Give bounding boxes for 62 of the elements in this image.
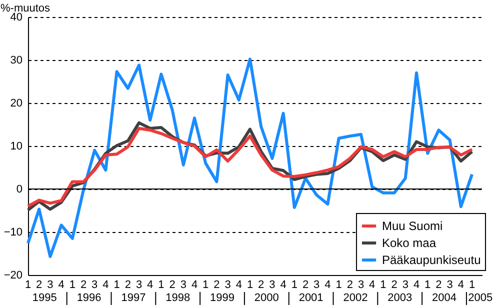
x-tick-label: 3 (358, 279, 364, 291)
x-tick-label: 4 (58, 279, 64, 291)
y-tick-label: 30 (10, 54, 22, 66)
x-tick-label: 2 (36, 279, 42, 291)
text: 1999 (210, 292, 234, 304)
legend-label: Muu Suomi (382, 219, 443, 233)
x-tick-label: 1 (380, 279, 386, 291)
x-tick-label: 4 (324, 279, 331, 291)
x-tick-label: 1 (69, 279, 76, 291)
x-tick-label: 1 (468, 279, 476, 291)
x-tick-label: 3 (224, 279, 231, 291)
x-tick-label: 4 (191, 279, 198, 291)
text: 1997 (121, 292, 146, 304)
x-tick-label: 4 (102, 279, 109, 291)
text: 2002 (343, 292, 368, 304)
x-tick-label: 4 (280, 279, 286, 291)
y-tick-label: 40 (10, 12, 22, 24)
x-tick-label: 4 (236, 279, 242, 291)
x-tick-label: 2 (80, 279, 87, 291)
text: 2005 (468, 292, 493, 304)
text: 2000 (254, 292, 279, 304)
x-tick-label: 4 (147, 279, 154, 291)
y-tick-label: 10 (10, 140, 22, 152)
x-tick-label: 3 (180, 279, 186, 291)
x-tick-label: 3 (47, 279, 54, 291)
x-tick-label: 2 (124, 279, 131, 291)
x-tick-label: 2 (436, 279, 442, 291)
x-tick-label: 2 (346, 279, 353, 291)
y-tick-label: 20 (10, 98, 22, 110)
text: 2004 (432, 292, 456, 304)
x-tick-label: 3 (136, 279, 142, 291)
y-tick-label: −10 (4, 226, 22, 238)
x-tick-label: 2 (258, 279, 264, 291)
x-tick-label: 1 (202, 279, 209, 291)
y-tick-label: 0 (16, 184, 22, 196)
x-tick-label: 1 (246, 279, 254, 291)
x-tick-label: 1 (336, 279, 342, 291)
x-tick-label: 1 (24, 279, 32, 291)
x-tick-label: 3 (269, 279, 276, 291)
x-tick-label: 2 (302, 279, 309, 291)
y-tick-label: −20 (4, 270, 22, 282)
x-tick-label: 1 (291, 279, 298, 291)
x-tick-label: 4 (413, 279, 420, 291)
text: 1995 (32, 292, 57, 304)
legend-label: Koko maa (382, 236, 436, 250)
x-tick-label: 2 (214, 279, 220, 291)
x-tick-label: 3 (446, 279, 453, 291)
x-tick-label: 3 (314, 279, 320, 291)
text: 2001 (298, 292, 324, 304)
x-tick-label: 2 (169, 279, 176, 291)
text: 1998 (166, 292, 190, 304)
x-tick-label: 1 (424, 279, 431, 291)
x-tick-label: 1 (114, 279, 120, 291)
text: 1996 (76, 292, 102, 304)
x-tick-label: 3 (92, 279, 98, 291)
x-tick-label: 2 (391, 279, 398, 291)
x-tick-label: 1 (158, 279, 164, 291)
x-tick-label: 4 (458, 279, 464, 291)
x-tick-label: 3 (402, 279, 408, 291)
x-tick-label: 4 (369, 279, 376, 291)
legend-label: Pääkaupunkiseutu (382, 253, 481, 267)
text: 2003 (388, 292, 412, 304)
